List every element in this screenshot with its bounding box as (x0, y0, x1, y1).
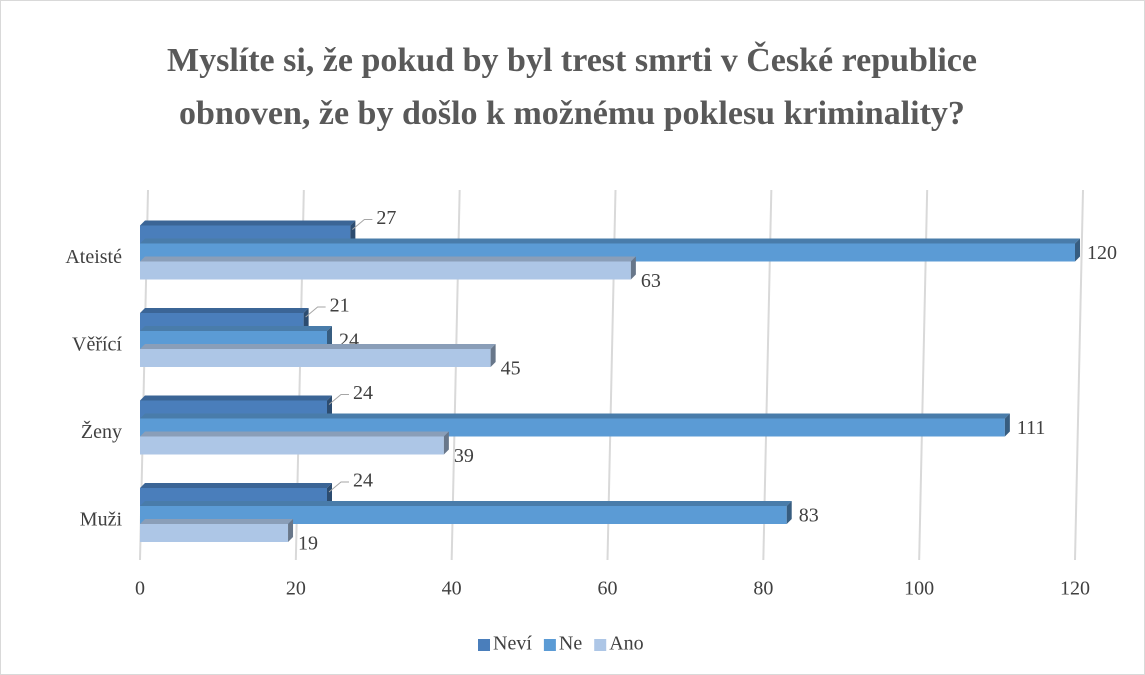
legend-label: Ano (609, 633, 643, 655)
bar-front (140, 349, 491, 367)
bar-side (327, 326, 332, 349)
y-tick-label: Ateisté (65, 246, 122, 268)
data-label: 83 (799, 505, 819, 527)
grid-line (1074, 189, 1084, 561)
x-tick-label: 20 (286, 578, 306, 600)
legend-label: Ne (559, 633, 582, 655)
leader-line (352, 219, 373, 230)
data-label: 63 (641, 270, 661, 292)
bar (140, 344, 496, 367)
legend-label: Neví (493, 633, 532, 655)
x-tick-label: 60 (598, 578, 618, 600)
bar-top (140, 308, 309, 313)
legend-swatch (478, 639, 490, 651)
data-label: 21 (330, 295, 350, 317)
bar-top (140, 238, 1080, 244)
data-label: 111 (1017, 417, 1046, 439)
chart-title: Myslíte si, že pokud by byl trest smrti … (167, 42, 977, 132)
bar (140, 256, 636, 280)
bar-top (140, 256, 636, 262)
bar-side (288, 519, 294, 542)
data-label: 45 (501, 358, 521, 380)
leader-line (328, 481, 349, 493)
bar (140, 431, 449, 455)
bar-side (490, 344, 496, 367)
leader-line (328, 394, 349, 405)
bar-top (140, 501, 792, 506)
legend-swatch (543, 639, 556, 651)
bar-front (140, 524, 289, 542)
bar-side (350, 220, 356, 244)
bar-front (140, 261, 631, 280)
bar-side (630, 256, 636, 280)
data-label: 27 (376, 207, 396, 229)
bar-side (303, 308, 309, 331)
data-label: 24 (353, 470, 373, 492)
data-label: 39 (454, 445, 474, 467)
bar (140, 501, 792, 524)
bar-top (140, 431, 449, 437)
bar-top (140, 326, 332, 331)
bar-top (140, 344, 496, 349)
bar-top (140, 519, 294, 524)
bar-side (786, 501, 792, 524)
legend-swatch (594, 639, 607, 651)
bar (140, 519, 294, 542)
data-label: 19 (298, 533, 318, 555)
x-tick-label: 80 (753, 578, 773, 600)
y-tick-label: Ženy (81, 420, 122, 443)
x-tick-label: 120 (1060, 578, 1090, 600)
bar-front (140, 436, 444, 455)
bar-top (140, 483, 332, 488)
bar-front (140, 506, 787, 524)
bar-top (140, 395, 332, 401)
leader-line (305, 306, 326, 318)
y-tick-label: Věřící (72, 334, 122, 356)
x-tick-label: 100 (904, 578, 934, 600)
bar-top (140, 220, 356, 226)
bar-side (327, 483, 332, 506)
bar-side (443, 431, 449, 455)
bar-top (140, 413, 1010, 419)
x-tick-label: 0 (135, 578, 145, 600)
bar-side (1004, 413, 1010, 437)
bar-side (327, 395, 332, 419)
data-label: 120 (1087, 242, 1117, 264)
data-label: 24 (353, 382, 373, 404)
bar-side (1075, 238, 1080, 262)
y-tick-label: Muži (80, 509, 123, 531)
x-tick-label: 40 (442, 578, 462, 600)
